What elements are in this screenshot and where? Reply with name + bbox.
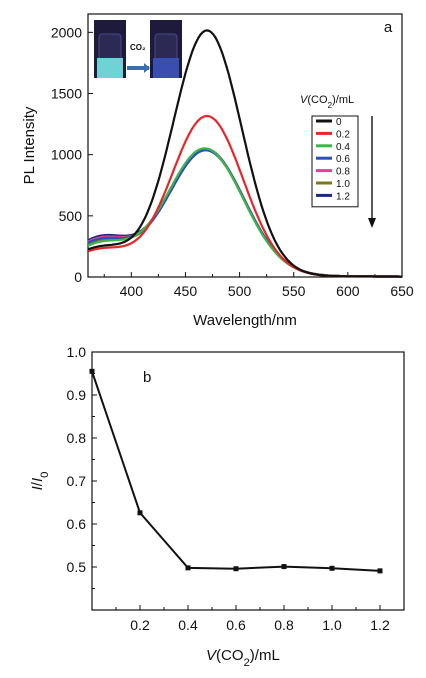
y-tick-label-b: 1.0 xyxy=(67,344,87,360)
x-tick-label-b: 0.8 xyxy=(274,617,294,633)
x-tick-label-b: 0.4 xyxy=(178,617,198,633)
data-point xyxy=(281,564,287,570)
legend-label-0.6: 0.6 xyxy=(336,154,350,165)
y-tick-label-b: 0.8 xyxy=(67,430,87,446)
data-point xyxy=(329,565,335,571)
x-tick-label-b: 0.2 xyxy=(130,617,150,633)
panel-label-a: a xyxy=(384,19,393,36)
y-tick-label-b: 0.5 xyxy=(67,559,87,575)
y-axis-label-b: I/I0 xyxy=(29,472,51,491)
y-tick-label-a: 1500 xyxy=(51,86,82,102)
data-point xyxy=(185,565,191,571)
x-tick-label-a: 650 xyxy=(390,283,414,299)
x-tick-label-a: 550 xyxy=(282,283,306,299)
legend-label-0.8: 0.8 xyxy=(336,167,350,178)
data-point xyxy=(89,368,95,374)
ratio-line xyxy=(91,371,381,572)
legend-label-0.4: 0.4 xyxy=(336,142,350,153)
y-tick-label-a: 1000 xyxy=(51,147,82,163)
y-tick-label-a: 2000 xyxy=(51,24,82,40)
data-point xyxy=(233,566,239,572)
y-tick-label-b: 0.7 xyxy=(67,473,87,489)
inset-vials: CO₂ xyxy=(94,20,182,78)
y-tick-label-a: 500 xyxy=(59,208,83,224)
x-tick-label-b: 0.6 xyxy=(226,617,246,633)
data-point xyxy=(137,510,143,516)
legend-title-a: V(CO2)/mL xyxy=(300,94,354,110)
plot-frame-b xyxy=(91,351,405,611)
inset-arrow-label: CO₂ xyxy=(130,43,146,52)
x-tick-label-b: 1.0 xyxy=(322,617,342,633)
plot-frame-a xyxy=(87,13,403,278)
x-tick-label-a: 500 xyxy=(228,283,252,299)
legend-label-0.2: 0.2 xyxy=(336,129,350,140)
x-axis-label-b: V(CO2)/mL xyxy=(206,647,280,669)
chart-panel-a: 0 500 1000 1500 2000 400 450 500 550 600 650 Wavele… xyxy=(21,13,414,329)
y-axis-label-a: PL Intensity xyxy=(21,106,38,184)
series-line-0 xyxy=(87,29,402,278)
x-tick-label-a: 600 xyxy=(336,283,360,299)
y-tick-label-b: 0.6 xyxy=(67,516,87,532)
legend-arrow-head-a xyxy=(368,218,376,228)
x-tick-label-a: 400 xyxy=(120,283,144,299)
y-tick-label-b: 0.9 xyxy=(67,387,87,403)
x-tick-label-a: 450 xyxy=(174,283,198,299)
data-point xyxy=(377,568,383,574)
legend-label-1.2: 1.2 xyxy=(336,191,350,202)
legend-label-0: 0 xyxy=(336,117,342,128)
x-tick-label-b: 1.2 xyxy=(370,617,390,633)
y-tick-label-a: 0 xyxy=(74,269,82,285)
chart-panel-b: 0.5 0.6 0.7 0.8 0.9 1.0 0.2 0.4 0.6 0.8 1.0 1.2 V(CO… xyxy=(29,344,405,669)
inset-arrow-head xyxy=(144,63,150,73)
legend-label-1.0: 1.0 xyxy=(336,179,350,190)
x-axis-label-a: Wavelength/nm xyxy=(193,312,297,329)
vial-left-glow xyxy=(97,58,123,78)
panel-label-b: b xyxy=(143,369,151,386)
legend-box-a xyxy=(311,115,359,208)
vial-right-glow xyxy=(153,58,179,78)
